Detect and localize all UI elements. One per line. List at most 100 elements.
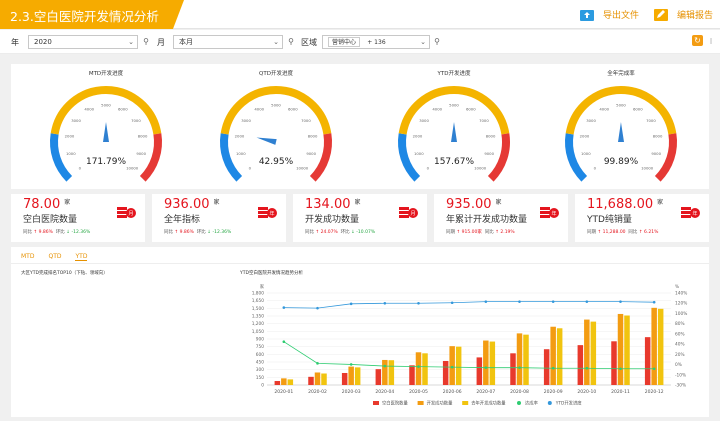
gauge-tick bbox=[88, 98, 90, 101]
y-unit-label: 家 bbox=[260, 283, 265, 290]
edit-report-button[interactable]: 编辑报告 bbox=[653, 6, 713, 23]
bar-1 bbox=[577, 345, 584, 385]
gauge-tick bbox=[258, 98, 260, 101]
bar-3 bbox=[590, 321, 597, 385]
gauge-tick bbox=[240, 110, 243, 113]
kpi-card[interactable]: 134.00 家 开发成功数量 同比 ↑ 24.07% 环比 ↓ -10.07% … bbox=[293, 194, 427, 242]
cmp-a-label: 同比 bbox=[164, 230, 173, 235]
line-point bbox=[316, 362, 319, 365]
line-point bbox=[484, 300, 488, 303]
cmp-b-value: ↓ -12.36% bbox=[66, 230, 91, 235]
gauge-band bbox=[398, 86, 510, 135]
gauge-tick bbox=[310, 170, 313, 173]
tab-qtd[interactable]: QTD bbox=[48, 253, 62, 260]
y-tick-label: 0 bbox=[261, 383, 264, 389]
gauge-tick bbox=[420, 172, 424, 176]
kpi-value: 936.00 bbox=[164, 197, 210, 212]
gauge-band bbox=[309, 133, 332, 182]
gauge-tick-label: 2000 bbox=[413, 134, 423, 139]
gauge-tick bbox=[136, 107, 139, 110]
gauge-tick bbox=[582, 114, 587, 117]
gauge-tick bbox=[581, 167, 584, 169]
bar-1 bbox=[442, 360, 449, 385]
cmp-b-label: 同比 bbox=[628, 230, 638, 235]
gauge-tick-label: 6000 bbox=[288, 107, 298, 112]
collapse-icon[interactable]: ⁝ bbox=[709, 37, 713, 46]
gauge-tick bbox=[61, 125, 64, 128]
gauge-tick bbox=[584, 170, 587, 173]
tab-mtd[interactable]: MTD bbox=[21, 253, 35, 260]
y-tick-label: 750 bbox=[256, 344, 264, 350]
gauge-tick bbox=[61, 155, 66, 157]
bar-3 bbox=[321, 373, 327, 385]
gauge-tick bbox=[484, 107, 487, 110]
kpi-card[interactable]: 936.00 家 全年指标 同比 ↑ 9.86% 环比 ↓ -12.36% 年 bbox=[152, 194, 286, 242]
kpi-cards: 78.00 家 空白医院数量 同比 ↑ 9.86% 环比 ↓ -12.36% 月 … bbox=[11, 194, 709, 242]
gauge-tick bbox=[440, 96, 442, 99]
gauge-tick-label: 7000 bbox=[479, 118, 489, 123]
kpi-value: 935.00 bbox=[446, 197, 492, 212]
line-point bbox=[349, 363, 353, 366]
gauge-tick bbox=[473, 99, 476, 104]
filter-icon[interactable]: ⚲ bbox=[288, 37, 294, 46]
gauge-tick bbox=[414, 167, 417, 169]
tab-ytd[interactable]: YTD bbox=[75, 253, 88, 261]
gauge-band bbox=[220, 133, 243, 182]
gauge-tick bbox=[588, 107, 591, 110]
bar-1 bbox=[611, 341, 617, 385]
gauge-tick bbox=[496, 125, 499, 128]
chevron-down-icon: ⌄ bbox=[420, 38, 426, 46]
gauge-tick bbox=[578, 121, 581, 124]
line-point bbox=[383, 301, 387, 305]
month-select[interactable]: 本月 ⌄ bbox=[173, 35, 283, 49]
gauge-tick-label: 6000 bbox=[466, 107, 476, 112]
gauge-tick-label: 3000 bbox=[71, 118, 81, 123]
line-point bbox=[585, 300, 589, 303]
gauge-tick-label: 1000 bbox=[414, 151, 424, 156]
gauge: QTD开发进度 0 1000 2000 3000 4000 5000 6000 7000 8000… bbox=[220, 69, 332, 182]
x-tick-label: 2020-04 bbox=[375, 389, 394, 395]
filter-icon[interactable]: ⚲ bbox=[143, 37, 149, 46]
region-select[interactable]: 营销中心 + 136 ⌄ bbox=[322, 35, 430, 49]
gauge-tick bbox=[288, 96, 290, 99]
region-label: 区域 bbox=[301, 38, 317, 47]
gauge-tick bbox=[603, 98, 605, 101]
kpi-unit: 家 bbox=[64, 199, 71, 206]
badge-text: 年 bbox=[551, 210, 556, 217]
kpi-card[interactable]: 935.00 家 年累计开发成功数量 同期 ↑ 915.00家 同比 ↑ 2.19… bbox=[434, 194, 568, 242]
gauge-tick bbox=[654, 110, 657, 113]
header-bar: 2.3.空白医院开发情况分析 导出文件 编辑报告 bbox=[0, 0, 720, 29]
gauge-needle bbox=[451, 122, 457, 142]
gauges-chart: MTD开发进度 0 1000 2000 3000 4000 5000 6000 7000 8000… bbox=[50, 69, 677, 182]
filter-icon[interactable]: ⚲ bbox=[434, 37, 440, 46]
gauge-tick bbox=[63, 121, 66, 124]
legend-label: 开发成功数量 bbox=[427, 400, 453, 407]
refresh-button[interactable]: ↻ bbox=[692, 35, 703, 46]
gauge-tick-label: 3000 bbox=[241, 118, 251, 123]
export-file-button[interactable]: 导出文件 bbox=[579, 6, 639, 23]
kpi-card[interactable]: 11,688.00 家 YTD纯销量 同期 ↑ 11,288.00 同比 ↑ 6.… bbox=[575, 194, 709, 242]
badge-text: 月 bbox=[410, 211, 415, 217]
y-tick-label: 600 bbox=[256, 352, 264, 358]
bar-1 bbox=[644, 337, 651, 385]
gauge-tick bbox=[246, 104, 249, 107]
y2-tick-label: -10% bbox=[675, 372, 686, 378]
gauge-title: MTD开发进度 bbox=[89, 69, 124, 77]
gauge-tick-label: 3000 bbox=[419, 118, 429, 123]
gauge-tick bbox=[637, 98, 639, 101]
gauge-tick bbox=[599, 99, 602, 104]
y-tick-label: 1,800 bbox=[252, 291, 265, 297]
gauge-tick-label: 10000 bbox=[296, 166, 309, 171]
gauge-tick bbox=[148, 125, 151, 128]
badge-text: 年 bbox=[269, 210, 274, 217]
cmp-a-value: ↑ 24.07% bbox=[315, 230, 338, 235]
kpi-card[interactable]: 78.00 家 空白医院数量 同比 ↑ 9.86% 环比 ↓ -12.36% 月 bbox=[11, 194, 145, 242]
bar-2 bbox=[651, 307, 657, 385]
y-tick-label: 1,050 bbox=[252, 329, 265, 335]
x-tick-label: 2020-01 bbox=[274, 389, 293, 395]
gauge-tick-label: 4000 bbox=[432, 107, 442, 112]
gauge-tick-label: 9000 bbox=[484, 151, 494, 156]
gauge-tick bbox=[66, 167, 69, 169]
kpi-compare: 同期 ↑ 11,288.00 同比 ↑ 6.21% bbox=[587, 229, 658, 235]
year-select[interactable]: 2020 ⌄ bbox=[28, 35, 138, 49]
